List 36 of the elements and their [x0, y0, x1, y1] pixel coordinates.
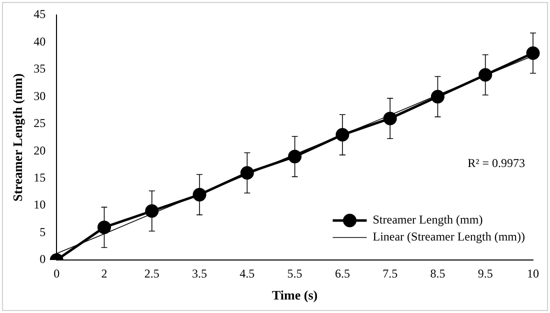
x-tick-label: 5.5 — [287, 266, 302, 280]
x-tick-label: 0 — [54, 266, 60, 280]
y-tick-label: 0 — [40, 252, 46, 266]
y-tick-label: 25 — [34, 116, 46, 130]
point — [192, 188, 206, 202]
y-tick-label: 30 — [34, 88, 46, 103]
y-tick-label: 45 — [34, 7, 46, 22]
y-tick-label: 40 — [34, 34, 46, 48]
y-tick-label: 20 — [34, 143, 46, 158]
point — [526, 46, 540, 60]
point — [145, 204, 159, 218]
x-tick-label: 2.5 — [144, 266, 160, 280]
x-tick-label: 3.5 — [192, 266, 208, 280]
y-tick-label: 15 — [34, 170, 46, 184]
x-tick-label: 9.5 — [478, 266, 493, 280]
x-axis-title: Time (s) — [272, 288, 318, 303]
x-tick-label: 2 — [101, 266, 108, 280]
point — [336, 128, 350, 142]
point — [97, 220, 111, 234]
y-axis-title: Streamer Length (mm) — [10, 73, 26, 202]
y-tick-label: 10 — [34, 198, 46, 212]
x-tick-label: 10 — [527, 266, 539, 280]
x-tick-label: 8.5 — [430, 266, 446, 280]
x-tick-label: 4.5 — [240, 266, 255, 280]
point — [383, 112, 397, 126]
y-tick-label: 35 — [34, 62, 46, 76]
point — [430, 90, 444, 104]
y-tick-label: 5 — [40, 224, 46, 239]
legend-label: Linear (Streamer Length (mm)) — [372, 230, 526, 244]
point — [288, 150, 302, 164]
point — [240, 166, 254, 180]
annotation: R² = 0.9973 — [468, 156, 525, 170]
legend-label: Streamer Length (mm) — [372, 212, 483, 227]
point — [478, 68, 492, 82]
x-tick-label: 6.5 — [334, 266, 350, 280]
x-tick-label: 7.5 — [382, 266, 398, 280]
